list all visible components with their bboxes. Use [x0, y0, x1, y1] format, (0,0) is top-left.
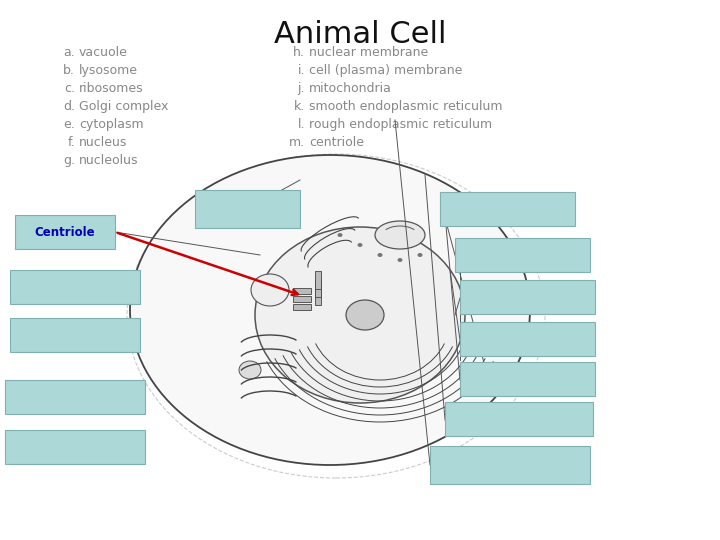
Text: vacuole: vacuole [79, 46, 128, 59]
Ellipse shape [255, 227, 465, 403]
Text: rough endoplasmic reticulum: rough endoplasmic reticulum [309, 118, 492, 131]
Text: b.: b. [63, 64, 75, 77]
Bar [460, 362, 595, 396]
Text: cell (plasma) membrane: cell (plasma) membrane [309, 64, 462, 77]
Text: e.: e. [63, 118, 75, 131]
Text: d.: d. [63, 100, 75, 113]
Bar [315, 271, 321, 289]
Ellipse shape [377, 253, 382, 257]
Bar [455, 238, 590, 272]
Text: c.: c. [64, 82, 75, 95]
Bar [430, 446, 590, 484]
Text: h.: h. [293, 46, 305, 59]
Bar [293, 304, 311, 310]
Text: Centriole: Centriole [35, 226, 95, 239]
Bar [5, 430, 145, 464]
Text: Golgi complex: Golgi complex [79, 100, 168, 113]
Text: nucleolus: nucleolus [79, 154, 138, 167]
Ellipse shape [251, 274, 289, 306]
Text: a.: a. [63, 46, 75, 59]
Bar [315, 279, 321, 297]
Ellipse shape [130, 155, 530, 465]
Bar [5, 380, 145, 414]
Text: smooth endoplasmic reticulum: smooth endoplasmic reticulum [309, 100, 503, 113]
Ellipse shape [338, 233, 343, 237]
Ellipse shape [397, 258, 402, 262]
Bar [440, 192, 575, 226]
Text: centriole: centriole [309, 136, 364, 149]
Text: g.: g. [63, 154, 75, 167]
Text: mitochondria: mitochondria [309, 82, 392, 95]
Bar [15, 215, 115, 249]
Ellipse shape [239, 361, 261, 379]
Text: l.: l. [297, 118, 305, 131]
Text: Animal Cell: Animal Cell [274, 20, 446, 49]
Text: m.: m. [289, 136, 305, 149]
Ellipse shape [418, 253, 423, 257]
Bar [460, 280, 595, 314]
Text: lysosome: lysosome [79, 64, 138, 77]
Ellipse shape [358, 243, 362, 247]
Text: f.: f. [68, 136, 75, 149]
Text: nucleus: nucleus [79, 136, 127, 149]
Bar [293, 296, 311, 302]
Text: ribosomes: ribosomes [79, 82, 143, 95]
Bar [460, 322, 595, 356]
Bar [10, 318, 140, 352]
Bar [293, 288, 311, 294]
Text: cytoplasm: cytoplasm [79, 118, 143, 131]
Bar [445, 402, 593, 436]
Ellipse shape [346, 300, 384, 330]
Text: i.: i. [297, 64, 305, 77]
Bar [195, 190, 300, 228]
Text: j.: j. [297, 82, 305, 95]
Ellipse shape [375, 221, 425, 249]
Text: nuclear membrane: nuclear membrane [309, 46, 428, 59]
Bar [10, 270, 140, 304]
Bar [315, 287, 321, 305]
Text: k.: k. [294, 100, 305, 113]
